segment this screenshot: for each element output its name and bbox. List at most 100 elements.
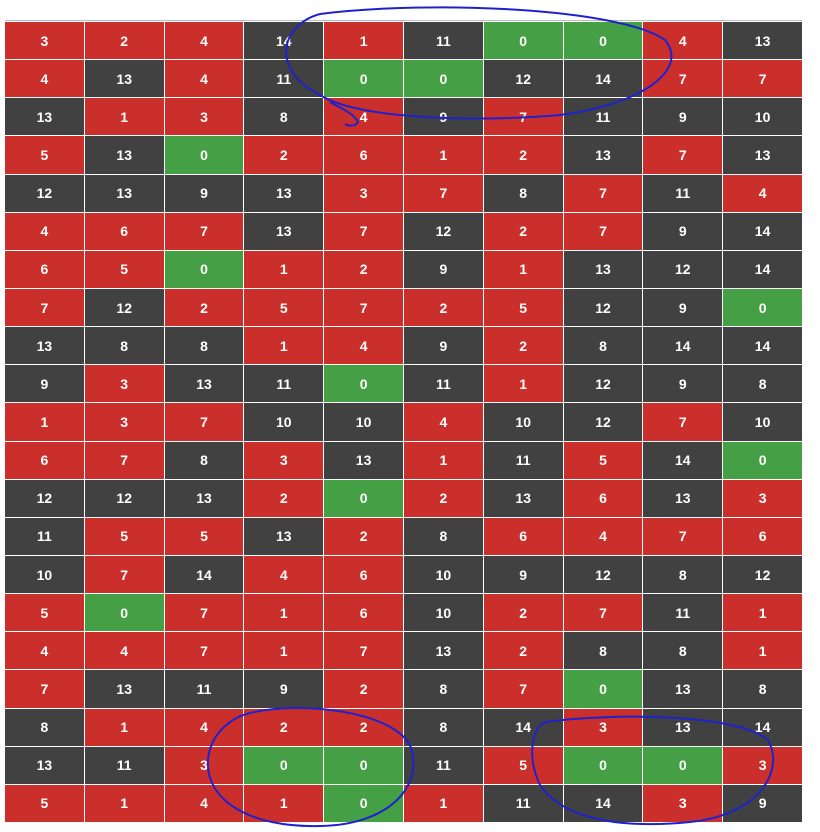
cell: 4 [404, 403, 483, 441]
cell: 6 [324, 136, 403, 174]
cell: 1 [84, 708, 164, 746]
cell: 2 [483, 594, 563, 632]
cell: 12 [563, 288, 643, 327]
cell: 11 [404, 746, 483, 784]
cell: 13 [84, 670, 164, 708]
cell: 3 [164, 746, 244, 784]
cell: 1 [404, 136, 483, 174]
cell: 5 [5, 136, 84, 174]
cell: 8 [483, 174, 563, 212]
cell: 7 [164, 632, 244, 670]
cell: 4 [244, 555, 324, 594]
cell: 1 [404, 441, 483, 479]
cell: 1 [244, 250, 324, 288]
cell: 13 [643, 708, 723, 746]
cell: 0 [563, 670, 643, 708]
cell: 9 [404, 98, 483, 136]
cell: 12 [563, 555, 643, 594]
cell: 0 [563, 746, 643, 784]
cell: 10 [5, 555, 84, 594]
cell: 4 [723, 174, 802, 212]
cell: 5 [244, 288, 324, 327]
cell: 11 [643, 594, 723, 632]
cell: 1 [324, 22, 403, 60]
cell: 14 [723, 212, 802, 250]
cell: 7 [643, 60, 723, 98]
cell: 14 [164, 555, 244, 594]
cell: 8 [84, 327, 164, 365]
cell: 0 [324, 746, 403, 784]
cell: 7 [563, 212, 643, 250]
cell: 7 [164, 212, 244, 250]
cell: 7 [5, 288, 84, 327]
cell: 8 [404, 670, 483, 708]
cell: 2 [483, 136, 563, 174]
cell: 7 [324, 212, 403, 250]
cell: 13 [244, 212, 324, 250]
cell: 9 [643, 98, 723, 136]
cell: 13 [563, 250, 643, 288]
cell: 2 [324, 708, 403, 746]
cell: 6 [324, 555, 403, 594]
cell: 7 [404, 174, 483, 212]
cell: 14 [723, 708, 802, 746]
cell: 3 [164, 98, 244, 136]
cell: 0 [723, 288, 802, 327]
cell: 7 [324, 632, 403, 670]
cell: 4 [164, 22, 244, 60]
cell: 0 [324, 479, 403, 517]
cell: 7 [643, 136, 723, 174]
cell: 9 [723, 784, 802, 822]
cell: 10 [324, 403, 403, 441]
cell: 9 [5, 365, 84, 403]
cell: 14 [643, 441, 723, 479]
cell: 0 [483, 22, 563, 60]
cell: 4 [324, 327, 403, 365]
cell: 11 [5, 517, 84, 555]
cell: 10 [404, 555, 483, 594]
cell: 12 [643, 250, 723, 288]
cell: 12 [5, 479, 84, 517]
cell: 11 [563, 98, 643, 136]
cell: 2 [324, 670, 403, 708]
cell: 0 [164, 250, 244, 288]
cell: 0 [563, 22, 643, 60]
top-rule [5, 20, 802, 21]
cell: 9 [483, 555, 563, 594]
cell: 1 [483, 250, 563, 288]
cell: 11 [483, 784, 563, 822]
cell: 11 [244, 60, 324, 98]
cell: 3 [723, 746, 802, 784]
cell: 0 [643, 746, 723, 784]
cell: 6 [5, 441, 84, 479]
cell: 8 [5, 708, 84, 746]
cell: 10 [723, 403, 802, 441]
cell: 2 [244, 708, 324, 746]
cell: 7 [5, 670, 84, 708]
cell: 7 [723, 60, 802, 98]
cell: 7 [483, 98, 563, 136]
cell: 14 [723, 250, 802, 288]
cell: 0 [164, 136, 244, 174]
cell: 10 [244, 403, 324, 441]
cell: 4 [324, 98, 403, 136]
cell: 13 [643, 479, 723, 517]
cell: 0 [324, 365, 403, 403]
cell: 7 [563, 594, 643, 632]
cell: 13 [404, 632, 483, 670]
cell: 13 [164, 365, 244, 403]
cell: 2 [244, 479, 324, 517]
cell: 2 [483, 212, 563, 250]
cell: 4 [5, 212, 84, 250]
cell: 3 [324, 174, 403, 212]
cell: 1 [84, 784, 164, 822]
cell: 5 [563, 441, 643, 479]
cell: 13 [84, 174, 164, 212]
cell: 13 [483, 479, 563, 517]
cell: 6 [723, 517, 802, 555]
cell: 5 [483, 288, 563, 327]
cell: 9 [643, 365, 723, 403]
cell: 6 [483, 517, 563, 555]
cell: 11 [404, 22, 483, 60]
